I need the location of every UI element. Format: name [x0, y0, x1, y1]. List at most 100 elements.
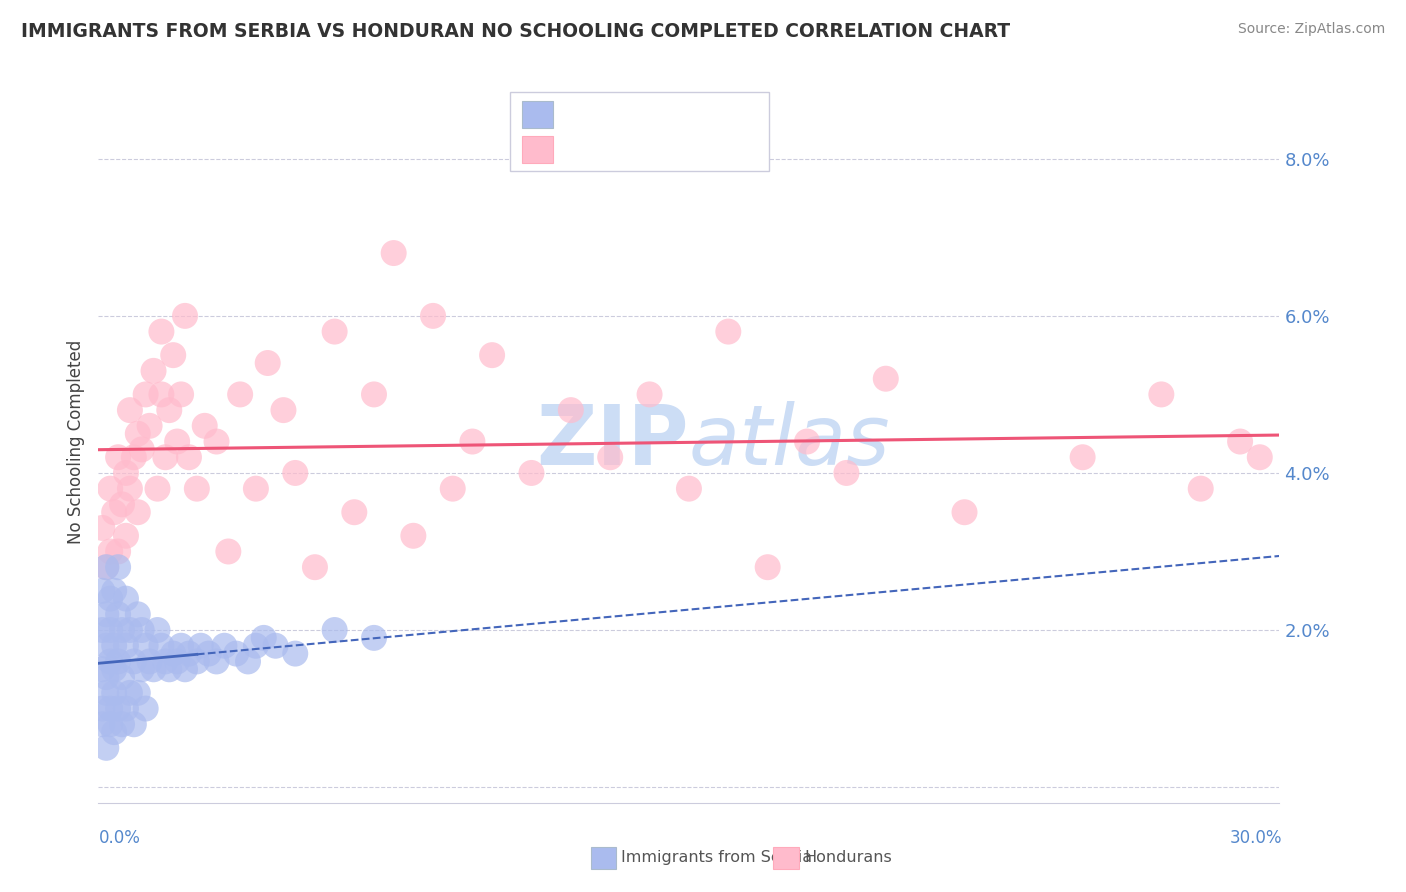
Point — [131, 623, 153, 637]
Point — [91, 662, 114, 676]
Point — [1229, 434, 1251, 449]
Point — [91, 521, 114, 535]
Point — [107, 450, 129, 465]
Point — [560, 403, 582, 417]
Point — [284, 647, 307, 661]
Point — [717, 325, 740, 339]
Point — [150, 639, 173, 653]
Point — [245, 482, 267, 496]
Point — [107, 701, 129, 715]
Point — [214, 639, 236, 653]
Point — [118, 482, 141, 496]
Point — [225, 647, 247, 661]
Point — [264, 639, 287, 653]
Point — [1071, 450, 1094, 465]
Point — [170, 387, 193, 401]
Point — [284, 466, 307, 480]
Point — [190, 639, 212, 653]
Point — [107, 607, 129, 622]
Point — [103, 662, 125, 676]
Text: 30.0%: 30.0% — [1230, 829, 1282, 847]
Point — [678, 482, 700, 496]
Text: Immigrants from Serbia: Immigrants from Serbia — [621, 850, 813, 864]
Point — [103, 639, 125, 653]
Point — [96, 639, 118, 653]
Point — [122, 450, 145, 465]
Point — [91, 623, 114, 637]
Point — [115, 639, 138, 653]
Point — [461, 434, 484, 449]
Point — [103, 505, 125, 519]
Point — [98, 591, 121, 606]
Point — [174, 309, 197, 323]
Point — [135, 639, 157, 653]
Point — [98, 544, 121, 558]
Point — [343, 505, 366, 519]
Point — [253, 631, 276, 645]
Point — [96, 560, 118, 574]
Point — [142, 364, 165, 378]
Point — [402, 529, 425, 543]
Point — [91, 701, 114, 715]
Text: ZIP: ZIP — [537, 401, 689, 482]
Point — [520, 466, 543, 480]
Point — [98, 482, 121, 496]
Point — [96, 740, 118, 755]
Point — [323, 325, 346, 339]
Point — [91, 583, 114, 598]
Point — [205, 655, 228, 669]
Point — [304, 560, 326, 574]
Point — [194, 418, 217, 433]
Point — [441, 482, 464, 496]
Point — [217, 544, 239, 558]
Point — [122, 655, 145, 669]
Point — [111, 670, 134, 684]
Point — [422, 309, 444, 323]
Point — [122, 717, 145, 731]
Point — [107, 655, 129, 669]
Point — [111, 717, 134, 731]
Point — [107, 544, 129, 558]
Point — [118, 623, 141, 637]
Point — [363, 387, 385, 401]
Point — [138, 655, 160, 669]
Point — [115, 466, 138, 480]
Point — [150, 387, 173, 401]
Point — [103, 686, 125, 700]
Point — [111, 497, 134, 511]
Point — [155, 655, 177, 669]
Point — [170, 639, 193, 653]
Text: IMMIGRANTS FROM SERBIA VS HONDURAN NO SCHOOLING COMPLETED CORRELATION CHART: IMMIGRANTS FROM SERBIA VS HONDURAN NO SC… — [21, 22, 1011, 41]
Point — [107, 560, 129, 574]
Point — [197, 647, 219, 661]
Text: Source: ZipAtlas.com: Source: ZipAtlas.com — [1237, 22, 1385, 37]
Point — [236, 655, 259, 669]
Text: R = 0.040: R = 0.040 — [558, 104, 657, 124]
Point — [131, 662, 153, 676]
Point — [174, 662, 197, 676]
Point — [96, 686, 118, 700]
Point — [98, 717, 121, 731]
Point — [1150, 387, 1173, 401]
Point — [1189, 482, 1212, 496]
Point — [162, 348, 184, 362]
Point — [157, 662, 180, 676]
Point — [186, 655, 208, 669]
Text: N = 64: N = 64 — [671, 140, 740, 160]
Point — [131, 442, 153, 457]
Point — [382, 246, 405, 260]
Point — [162, 647, 184, 661]
Point — [142, 662, 165, 676]
Point — [177, 450, 200, 465]
Point — [146, 623, 169, 637]
Point — [96, 560, 118, 574]
Point — [115, 529, 138, 543]
Point — [481, 348, 503, 362]
Text: N = 65: N = 65 — [671, 104, 740, 124]
Point — [273, 403, 295, 417]
Point — [118, 686, 141, 700]
Text: 0.0%: 0.0% — [98, 829, 141, 847]
Point — [256, 356, 278, 370]
Point — [98, 655, 121, 669]
Point — [98, 701, 121, 715]
